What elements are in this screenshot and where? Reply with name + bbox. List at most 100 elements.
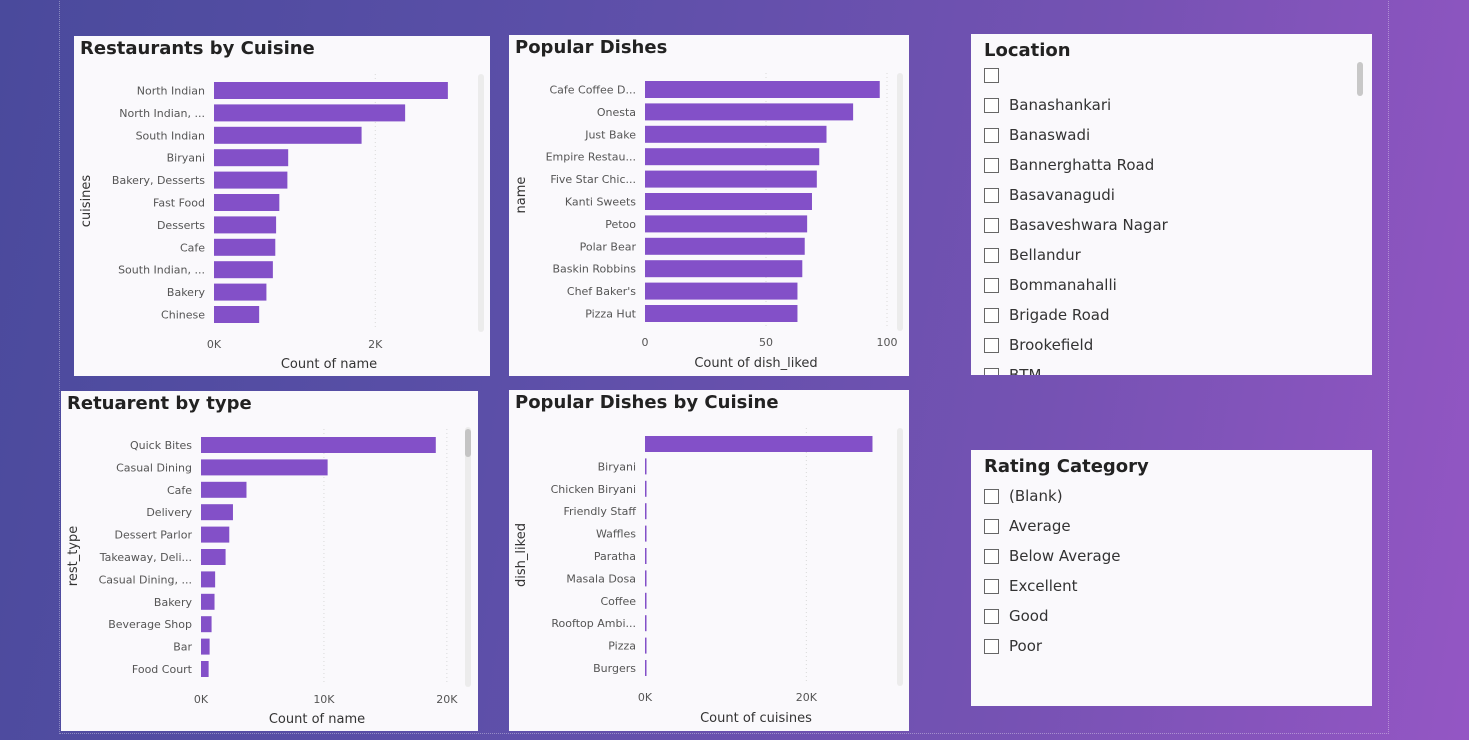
checkbox[interactable] <box>984 367 999 375</box>
rating-category-slicer[interactable]: Rating Category (Blank) Average Below Aver… <box>971 450 1372 706</box>
bar[interactable] <box>214 149 289 167</box>
slicer-option-label: Bommanahalli <box>1009 276 1117 294</box>
slicer-option[interactable]: Banashankari <box>984 94 1111 116</box>
slicer-option[interactable]: BTM <box>984 364 1041 375</box>
bar[interactable] <box>214 238 276 256</box>
category-label: Petoo <box>605 218 636 231</box>
y-axis-title: name <box>514 177 529 214</box>
bar[interactable] <box>645 193 812 210</box>
bar[interactable] <box>645 480 647 497</box>
slicer-option[interactable]: Excellent <box>984 575 1078 597</box>
restaurants-by-cuisine-visual[interactable]: Restaurants by Cuisine 0K 2K North Indian N… <box>74 36 490 376</box>
bar[interactable] <box>201 593 215 610</box>
slicer-option[interactable]: Bommanahalli <box>984 274 1117 296</box>
slicer-option[interactable]: Bellandur <box>984 244 1081 266</box>
checkbox[interactable] <box>984 97 999 113</box>
location-slicer[interactable]: Location Banashankari Banaswadi Bannerghat… <box>971 34 1372 375</box>
category-label: Polar Bear <box>580 240 637 253</box>
slicer-option[interactable]: Brookefield <box>984 334 1093 356</box>
checkbox[interactable] <box>984 307 999 323</box>
bar[interactable] <box>645 170 817 188</box>
restaurant-by-type-visual[interactable]: Retuarent by type 0K 10K 20K Quick Bites Cas… <box>61 391 478 731</box>
checkbox[interactable] <box>984 337 999 353</box>
slicer-option[interactable]: Basaveshwara Nagar <box>984 214 1168 236</box>
scroll-thumb[interactable] <box>1357 62 1363 96</box>
slicer-option[interactable]: Basavanagudi <box>984 184 1115 206</box>
slicer-option[interactable]: Poor <box>984 635 1042 657</box>
slicer-option[interactable]: Banaswadi <box>984 124 1090 146</box>
checkbox[interactable] <box>984 217 999 233</box>
bar[interactable] <box>645 148 820 166</box>
bar[interactable] <box>214 194 280 211</box>
bar[interactable] <box>645 237 805 255</box>
bar[interactable] <box>645 548 647 564</box>
category-label: Pizza Hut <box>585 308 636 321</box>
bar[interactable] <box>645 570 647 587</box>
scroll-thumb[interactable] <box>465 429 471 457</box>
checkbox[interactable] <box>984 488 999 504</box>
bar[interactable] <box>645 458 647 475</box>
bar[interactable] <box>645 81 880 98</box>
checkbox[interactable] <box>984 608 999 624</box>
chart-scrollbar[interactable] <box>897 428 903 686</box>
bar[interactable] <box>214 216 277 234</box>
bar[interactable] <box>645 503 647 520</box>
checkbox[interactable] <box>984 127 999 143</box>
chart-scrollbar[interactable] <box>478 74 484 332</box>
bar[interactable] <box>645 592 647 609</box>
chart-scrollbar[interactable] <box>465 427 471 687</box>
bar[interactable] <box>201 459 328 476</box>
bar[interactable] <box>645 282 798 300</box>
slicer-option[interactable]: Bannerghatta Road <box>984 154 1154 176</box>
bar[interactable] <box>214 171 288 189</box>
bar[interactable] <box>201 526 230 543</box>
bar[interactable] <box>201 549 226 565</box>
bar[interactable] <box>645 660 647 676</box>
bar[interactable] <box>201 638 210 655</box>
checkbox[interactable] <box>984 67 999 83</box>
slicer-option[interactable] <box>984 64 1009 86</box>
bar[interactable] <box>214 126 362 144</box>
bar[interactable] <box>214 104 406 122</box>
bar[interactable] <box>645 260 803 278</box>
bar[interactable] <box>645 615 647 632</box>
bar[interactable] <box>201 661 209 677</box>
category-label: Cafe <box>180 241 205 254</box>
bar[interactable] <box>201 571 216 588</box>
bar[interactable] <box>645 215 808 233</box>
chart-scrollbar[interactable] <box>897 73 903 331</box>
bar[interactable] <box>201 437 436 453</box>
bar[interactable] <box>214 283 267 301</box>
checkbox[interactable] <box>984 247 999 263</box>
bar[interactable] <box>645 525 647 542</box>
popular-dishes-visual[interactable]: Popular Dishes 0 50 100 Cafe Coffee D... One… <box>509 35 909 376</box>
checkbox[interactable] <box>984 187 999 203</box>
bar[interactable] <box>645 436 873 452</box>
bar[interactable] <box>645 305 798 322</box>
popular-dishes-by-cuisine-visual[interactable]: Popular Dishes by Cuisine 0K 20K Biryani Ch… <box>509 390 909 731</box>
bar[interactable] <box>201 504 233 521</box>
slicer-option[interactable]: Average <box>984 515 1071 537</box>
bar[interactable] <box>201 481 247 498</box>
x-tick-label: 100 <box>877 336 898 349</box>
checkbox[interactable] <box>984 277 999 293</box>
slicer-option[interactable]: Good <box>984 605 1049 627</box>
checkbox[interactable] <box>984 548 999 564</box>
checkbox[interactable] <box>984 578 999 594</box>
checkbox[interactable] <box>984 638 999 654</box>
bar[interactable] <box>214 82 448 99</box>
checkbox[interactable] <box>984 157 999 173</box>
slicer-option[interactable]: Brigade Road <box>984 304 1110 326</box>
slicer-title: Rating Category <box>984 456 1149 477</box>
bar[interactable] <box>214 306 260 323</box>
slicer-scrollbar[interactable] <box>1357 62 1363 362</box>
slicer-option[interactable]: (Blank) <box>984 485 1063 507</box>
checkbox[interactable] <box>984 518 999 534</box>
bar[interactable] <box>645 125 827 143</box>
bar[interactable] <box>645 103 854 121</box>
x-axis-title: Count of name <box>269 712 365 727</box>
bar[interactable] <box>214 261 273 279</box>
bar[interactable] <box>645 637 647 654</box>
slicer-option[interactable]: Below Average <box>984 545 1121 567</box>
bar[interactable] <box>201 616 212 633</box>
